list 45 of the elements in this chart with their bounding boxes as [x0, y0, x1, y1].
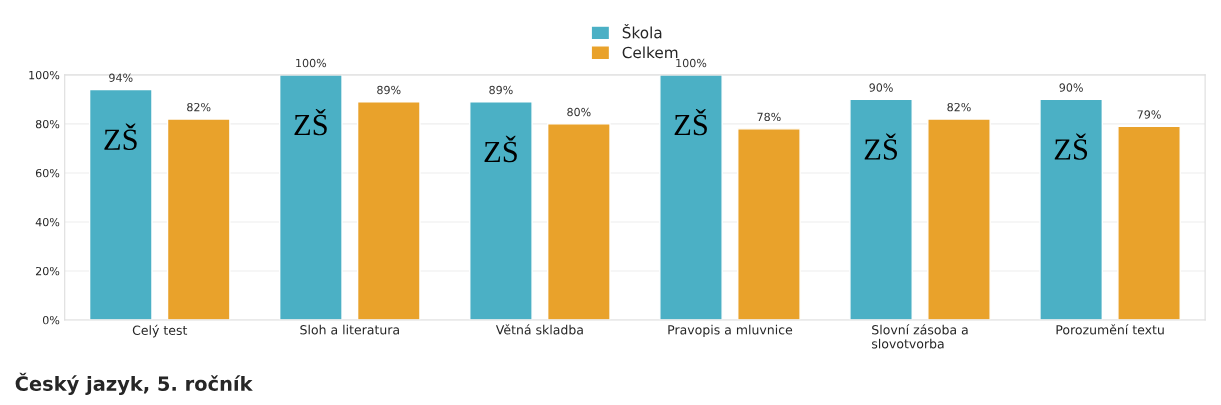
data-label: 82% — [947, 102, 971, 112]
bar — [88, 88, 153, 320]
x-tick-label: Porozumění textu — [1056, 324, 1164, 335]
bar — [849, 98, 913, 320]
data-label: 89% — [377, 85, 401, 95]
bar — [927, 118, 991, 320]
bar — [546, 123, 611, 320]
y-tick-label: 20% — [35, 266, 60, 276]
annotation: ZŠ — [294, 108, 327, 136]
data-label: 100% — [676, 58, 707, 68]
x-tick-label: Pravopis a mluvnice — [668, 324, 793, 337]
data-label: 90% — [1059, 83, 1083, 92]
bar — [659, 74, 723, 320]
data-label: 78% — [757, 112, 781, 122]
data-label: 79% — [1137, 110, 1161, 119]
annotation: ZŠ — [1054, 133, 1088, 160]
bar — [166, 118, 231, 320]
legend-label: Celkem — [622, 46, 678, 59]
x-tick-label: Slovní zásoba a slovotvorba — [871, 324, 968, 349]
y-tick-label: 80% — [35, 119, 60, 129]
bar — [737, 128, 801, 320]
data-label: 100% — [296, 58, 327, 68]
annotation: ZŠ — [104, 123, 137, 151]
y-tick-label: 0% — [42, 315, 60, 325]
x-tick-label: Sloh a literatura — [300, 324, 399, 335]
text: Český jazyk, 5. ročník — [15, 372, 253, 395]
x-tick-label: Větná skladba — [495, 324, 583, 335]
y-tick-label: 100% — [29, 70, 60, 80]
data-label: 89% — [489, 85, 513, 95]
annotation: ZŠ — [674, 108, 707, 136]
annotation: ZŠ — [864, 133, 897, 160]
y-tick-label: 40% — [35, 217, 60, 227]
y-tick-label: 60% — [35, 168, 60, 178]
bar — [278, 74, 343, 320]
bar — [1039, 98, 1103, 320]
data-label: 94% — [109, 73, 133, 82]
bar — [1117, 125, 1181, 320]
annotation: ZŠ — [484, 135, 517, 163]
data-label: 80% — [567, 107, 591, 117]
legend-label: Škola — [622, 24, 662, 39]
bar — [356, 101, 421, 320]
data-label: 82% — [187, 102, 211, 112]
x-tick-label: Celý test — [132, 324, 188, 338]
bar — [469, 101, 533, 320]
data-label: 90% — [869, 83, 893, 92]
